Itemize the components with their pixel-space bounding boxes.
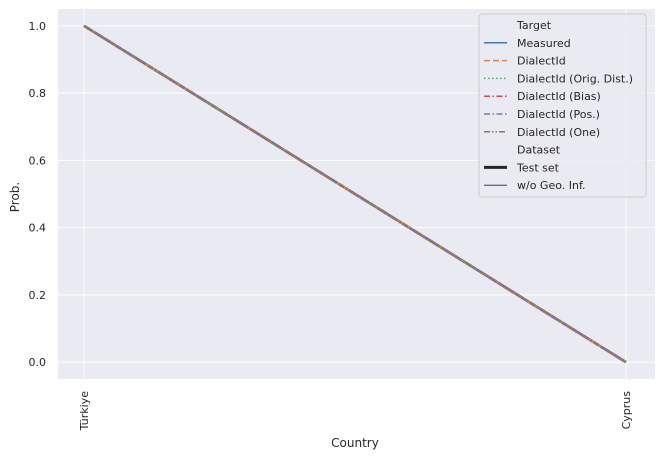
legend-entry-label: Measured — [517, 37, 571, 50]
legend-title-dataset: Dataset — [517, 144, 561, 157]
legend-entry-label: DialectId (Orig. Dist.) — [517, 72, 633, 85]
x-tick-labels: Türkiye Cyprus — [78, 391, 633, 432]
x-tick-label: Cyprus — [620, 391, 633, 430]
legend: Target Measured DialectId DialectId (Orig. … — [478, 13, 647, 198]
legend-entry-label: w/o Geo. Inf. — [517, 179, 586, 192]
legend-entry-label: DialectId — [517, 55, 566, 68]
legend-entry-label: Test set — [516, 161, 560, 174]
legend-entry-label: DialectId (Bias) — [517, 90, 601, 103]
y-axis-label: Prob. — [8, 182, 22, 212]
y-tick-label: 0.6 — [29, 154, 47, 167]
y-tick-label: 0.4 — [29, 222, 47, 235]
x-tick-label: Türkiye — [78, 391, 91, 432]
y-tick-label: 0.2 — [29, 289, 47, 302]
y-tick-label: 1.0 — [29, 20, 47, 33]
series-line — [83, 24, 627, 364]
y-tick-labels: 0.0 0.2 0.4 0.6 0.8 1.0 — [29, 20, 47, 369]
y-tick-label: 0.0 — [29, 356, 47, 369]
legend-title-target: Target — [516, 19, 552, 32]
legend-entry-label: DialectId (Pos.) — [517, 108, 600, 121]
x-axis-label: Country — [331, 436, 379, 450]
legend-entry-label: DialectId (One) — [517, 126, 600, 139]
y-tick-label: 0.8 — [29, 87, 47, 100]
series-lines — [83, 24, 627, 364]
legend-box — [478, 13, 647, 198]
